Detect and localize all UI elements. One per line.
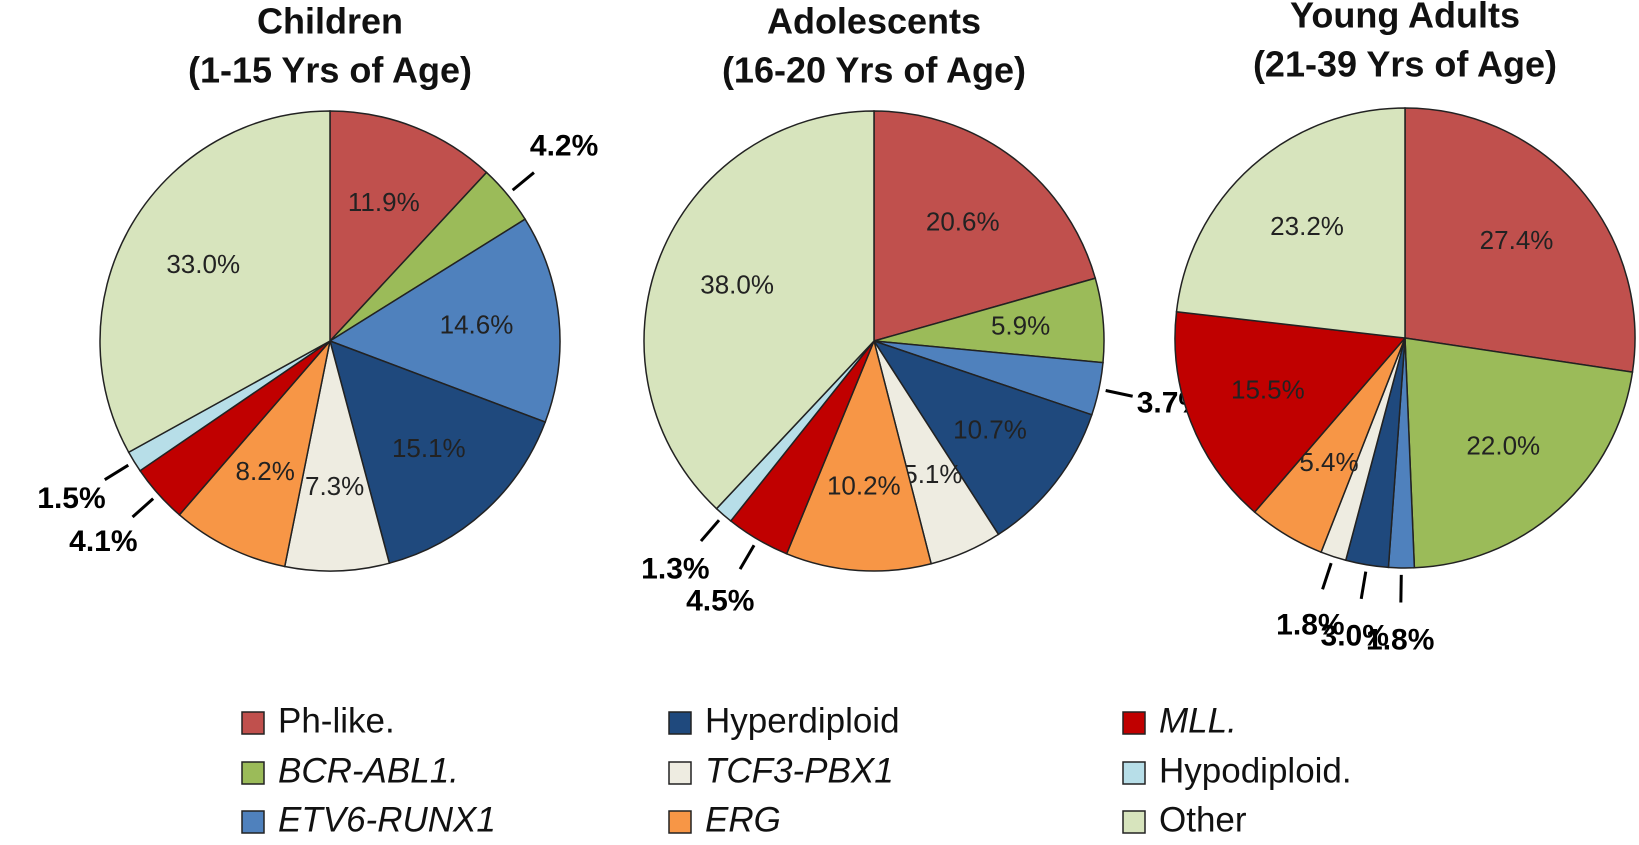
legend-swatch [668, 711, 692, 735]
slice-label: 5.9% [991, 310, 1050, 340]
slice-label: 1.3% [641, 553, 709, 586]
leader-line [699, 519, 721, 543]
legend-swatch [241, 711, 265, 735]
pie-slice [178, 338, 332, 568]
slice-label: 27.4% [1480, 225, 1554, 255]
pie-slice [1404, 337, 1634, 569]
legend-swatch [1122, 810, 1146, 834]
legend-label: BCR-ABL1. [278, 751, 459, 790]
slice-label: 10.7% [953, 414, 1027, 444]
pie-slice [1174, 310, 1407, 514]
pie-slice [328, 218, 561, 424]
pie-slice [785, 338, 933, 572]
slice-label: 33.0% [166, 249, 240, 279]
chart-subtitle: (1-15 Yrs of Age) [188, 50, 472, 91]
slice-label: 4.5% [686, 585, 754, 618]
chart-title: Adolescents [767, 1, 981, 42]
slice-label: 20.6% [926, 206, 1000, 236]
leader-line [511, 171, 535, 192]
chart-title: Young Adults [1290, 0, 1520, 36]
pie-slice [1404, 107, 1636, 374]
slice-label: 3.0% [1321, 619, 1389, 652]
legend-label: Hyperdiploid [705, 701, 900, 740]
legend-label: ETV6-RUNX1 [278, 800, 496, 839]
leader-line [1105, 389, 1133, 398]
chart-title: Children [257, 1, 403, 42]
pie-slice [329, 110, 488, 343]
slice-label: 4.1% [69, 525, 137, 558]
pie-slice [873, 110, 1097, 342]
slice-label: 1.8% [1276, 608, 1344, 641]
legend-label: Hypodiploid. [1159, 751, 1352, 790]
legend-swatch [1122, 711, 1146, 735]
pie-slice [643, 110, 875, 510]
leader-line [1321, 562, 1333, 590]
slice-label: 1.5% [37, 482, 105, 515]
chart-subtitle: (21-39 Yrs of Age) [1253, 44, 1557, 85]
slice-label: 22.0% [1466, 430, 1540, 460]
slice-label: 4.2% [530, 130, 598, 163]
slice-label: 23.2% [1270, 211, 1344, 241]
legend-swatch [1122, 761, 1146, 785]
slice-label: 11.9% [348, 187, 420, 217]
slice-label: 15.1% [392, 433, 466, 463]
legend-label: MLL. [1159, 701, 1237, 740]
slice-label: 8.2% [236, 456, 295, 486]
legend-label: Ph-like. [278, 701, 395, 740]
slice-label: 5.1% [903, 459, 962, 489]
leader-line [1359, 571, 1368, 600]
leader-line [103, 463, 130, 481]
legend-swatch [668, 810, 692, 834]
pie-slice [99, 110, 331, 454]
slice-label: 38.0% [700, 270, 774, 300]
legend-swatch [241, 810, 265, 834]
slice-label: 1.8% [1366, 623, 1434, 656]
pie-slice [328, 339, 547, 565]
slice-label: 15.5% [1231, 374, 1305, 404]
slice-label: 14.6% [440, 309, 514, 339]
leader-line [738, 544, 756, 570]
slice-label: 7.3% [305, 471, 364, 501]
legend-label: TCF3-PBX1 [705, 751, 894, 790]
slice-label: 5.4% [1299, 447, 1358, 477]
legend-label: Other [1159, 800, 1247, 839]
legend-label: ERG [705, 800, 781, 839]
slice-label: 10.2% [827, 471, 901, 501]
legend-swatch [668, 761, 692, 785]
pie-slice [283, 340, 391, 572]
chart-subtitle: (16-20 Yrs of Age) [722, 50, 1026, 91]
leader-line [131, 497, 155, 519]
legend-swatch [241, 761, 265, 785]
pie-slice [1175, 107, 1406, 339]
pie-slice [872, 339, 1093, 536]
